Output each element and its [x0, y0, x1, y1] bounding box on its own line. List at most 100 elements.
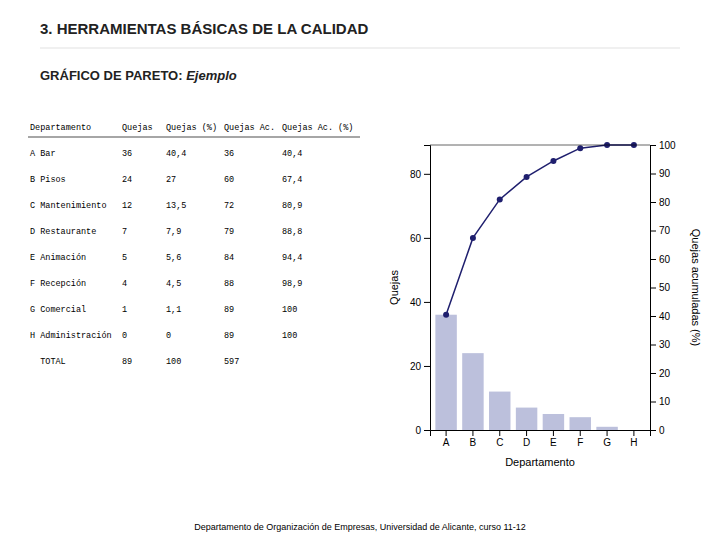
line-marker: [550, 158, 556, 164]
x-tick-label: H: [630, 437, 637, 448]
x-tick-label: G: [603, 437, 611, 448]
table-rule: [28, 137, 360, 138]
y-tick: 0: [415, 425, 430, 436]
y2-tick-mark: [650, 402, 656, 403]
table-cell: 7,9: [166, 227, 181, 237]
table-cell: 13,5: [166, 201, 186, 211]
y-tick: 40: [410, 297, 430, 308]
x-tick-label: F: [577, 437, 583, 448]
y-tick-mark: [424, 302, 430, 303]
y-tick-label: 20: [410, 361, 422, 372]
table-cell: 100: [166, 357, 181, 367]
table-cell: TOTAL: [30, 357, 66, 367]
table-header: Quejas (%): [166, 123, 217, 133]
table-cell: 5,6: [166, 253, 181, 263]
y2-tick: 20: [650, 368, 671, 379]
bar: [543, 414, 564, 430]
x-tick-mark: [472, 430, 473, 436]
x-tick-label: D: [523, 437, 530, 448]
table-cell: C Mantenimiento: [30, 201, 107, 211]
y2-tick: 10: [650, 396, 671, 407]
x-tick-mark: [526, 430, 527, 436]
x-axis-title: Departamento: [505, 456, 575, 468]
x-axis: A B C D E F G H: [431, 430, 651, 448]
table-cell: 0: [122, 331, 127, 341]
y2-tick-label: 50: [659, 282, 671, 293]
y2-tick-mark: [650, 231, 656, 232]
x-tick-mark: [633, 430, 634, 436]
x-tick: A: [443, 430, 450, 448]
table-cell: 89: [122, 357, 132, 367]
table-cell: 88,8: [282, 227, 302, 237]
table-cell: 0: [166, 331, 171, 341]
table: DepartamentoQuejasQuejas (%)Quejas Ac.Qu…: [28, 123, 360, 367]
bar: [462, 353, 483, 430]
line-marker: [577, 145, 583, 151]
table-header: Quejas Ac. (%): [282, 123, 353, 133]
x-tick-label: C: [496, 437, 503, 448]
subtitle: GRÁFICO DE PARETO: Ejemplo: [40, 68, 237, 83]
table-cell: 24: [122, 175, 132, 185]
frame-top: [430, 145, 650, 146]
table-cell: B Pisos: [30, 175, 66, 185]
table-cell: 27: [166, 175, 176, 185]
table-cell: 36: [224, 149, 234, 159]
x-tick: G: [603, 430, 611, 448]
y2-tick: 0: [650, 425, 665, 436]
table-cell: 94,4: [282, 253, 302, 263]
bar: [623, 430, 644, 431]
y-tick-mark: [424, 174, 430, 175]
table-header: Quejas: [122, 123, 153, 133]
plot-area: [435, 142, 637, 430]
y-tick-mark: [424, 238, 430, 239]
table-cell: F Recepción: [30, 279, 86, 289]
table-cell: D Restaurante: [30, 227, 96, 237]
table-cell: 36: [122, 149, 132, 159]
y2-tick-label: 0: [659, 425, 665, 436]
x-tick-label: A: [443, 437, 450, 448]
y2-axis: 0102030405060708090100: [650, 140, 676, 436]
y2-tick-label: 80: [659, 197, 671, 208]
y2-tick-label: 60: [659, 254, 671, 265]
bar: [516, 408, 537, 430]
y2-tick-label: 40: [659, 311, 671, 322]
table-cell: 40,4: [166, 149, 186, 159]
y2-tick-label: 100: [659, 140, 676, 151]
y2-tick-mark: [650, 202, 656, 203]
x-axis-line: [431, 431, 651, 437]
y2-tick: 90: [650, 168, 671, 179]
x-tick: D: [523, 430, 530, 448]
y2-tick: 50: [650, 282, 671, 293]
cumulative-line: [446, 145, 634, 315]
x-tick-mark: [580, 430, 581, 436]
y-tick-label: 40: [410, 297, 422, 308]
x-tick: B: [470, 430, 477, 448]
table-cell: 1,1: [166, 305, 181, 315]
line-marker: [470, 235, 476, 241]
table-cell: H Administración: [30, 331, 112, 341]
line-marker: [497, 196, 503, 202]
y2-axis-line: [651, 146, 657, 431]
y2-tick-mark: [650, 316, 656, 317]
table-cell: 1: [122, 305, 127, 315]
table-cell: 88: [224, 279, 234, 289]
y2-tick: 40: [650, 311, 671, 322]
table-cell: A Bar: [30, 149, 56, 159]
y2-tick: 70: [650, 225, 671, 236]
x-tick-mark: [607, 430, 608, 436]
title: 3. HERRAMIENTAS BÁSICAS DE LA CALIDAD: [40, 20, 369, 37]
table-cell: 84: [224, 253, 234, 263]
table-header: Departamento: [30, 123, 91, 133]
y2-tick: 60: [650, 254, 671, 265]
table-cell: 40,4: [282, 149, 302, 159]
y2-tick-label: 90: [659, 168, 671, 179]
table-cell: 79: [224, 227, 234, 237]
footer: Departamento de Organización de Empresas…: [194, 522, 526, 532]
y-tick-mark: [424, 430, 430, 431]
y-tick: 20: [410, 361, 430, 372]
x-tick: E: [550, 430, 557, 448]
y2-tick-label: 10: [659, 396, 671, 407]
y-axis-line: [424, 146, 431, 431]
y2-tick: 100: [650, 140, 676, 151]
x-tick-mark: [446, 430, 447, 436]
